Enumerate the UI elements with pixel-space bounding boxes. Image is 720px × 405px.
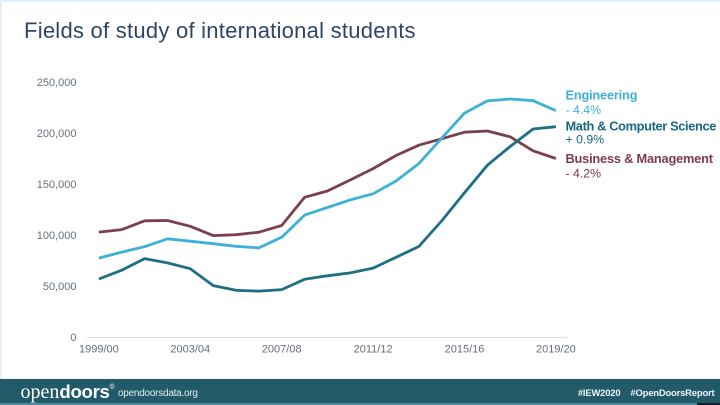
svg-text:250,000: 250,000: [37, 77, 77, 89]
svg-text:+ 0.9%: + 0.9%: [566, 133, 605, 147]
svg-text:2003/04: 2003/04: [170, 344, 210, 356]
svg-text:2015/16: 2015/16: [445, 344, 485, 356]
svg-text:200,000: 200,000: [37, 128, 77, 140]
svg-text:1999/00: 1999/00: [79, 344, 119, 356]
svg-text:50,000: 50,000: [43, 281, 77, 293]
svg-text:2007/08: 2007/08: [262, 344, 302, 356]
svg-text:100,000: 100,000: [37, 230, 77, 242]
svg-text:Math & Computer Science: Math & Computer Science: [566, 119, 717, 134]
svg-text:2019/20: 2019/20: [536, 344, 576, 356]
svg-text:0: 0: [70, 332, 76, 344]
svg-text:Engineering: Engineering: [566, 88, 638, 103]
svg-text:Business & Management: Business & Management: [566, 151, 714, 166]
svg-text:2011/12: 2011/12: [354, 344, 393, 356]
svg-text:- 4.2%: - 4.2%: [566, 167, 602, 181]
svg-text:- 4.4%: - 4.4%: [566, 103, 602, 117]
svg-text:150,000: 150,000: [37, 179, 77, 191]
